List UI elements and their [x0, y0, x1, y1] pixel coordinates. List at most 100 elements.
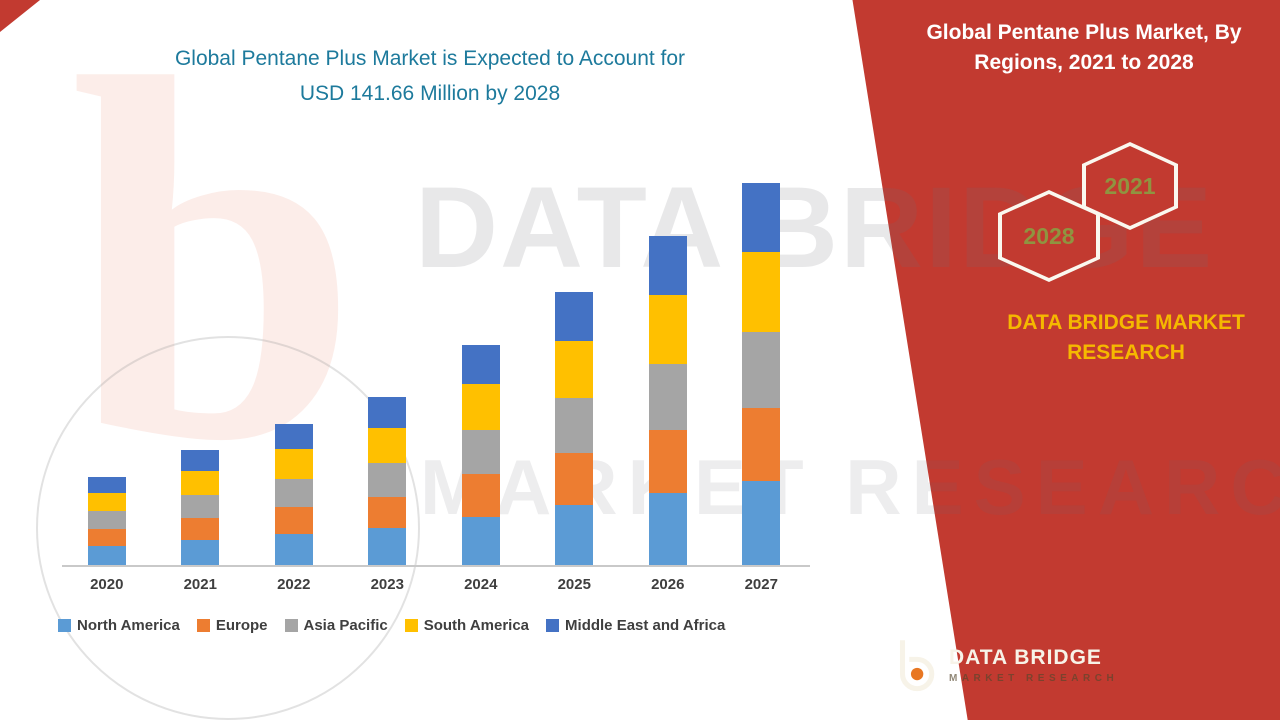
hexagon-2021-label: 2021	[1104, 172, 1156, 199]
bar-segment	[555, 452, 594, 505]
bar-segment	[648, 430, 687, 493]
bar-segment	[181, 450, 220, 471]
hexagon-2021: 2021	[1082, 142, 1178, 230]
legend-swatch	[404, 619, 418, 632]
x-axis-label: 2026	[651, 576, 685, 593]
bar-segment	[274, 449, 313, 479]
bar-segment	[648, 364, 687, 431]
bar-stack-2021	[181, 450, 220, 565]
bar-segment	[274, 507, 313, 534]
bar-segment	[181, 517, 220, 540]
bar-segment	[742, 331, 781, 409]
bar-segment	[368, 528, 407, 565]
bar-segment	[87, 492, 126, 512]
legend-swatch	[196, 619, 210, 632]
bar-segment	[648, 235, 687, 296]
page-title: Global Pentane Plus Market is Expected t…	[60, 42, 800, 111]
bar-segment	[87, 528, 126, 546]
x-axis-label: 2023	[370, 576, 404, 593]
legend-swatch	[546, 619, 560, 632]
bar-segment	[648, 492, 687, 565]
bar-segment	[461, 430, 500, 475]
bar-stack-2025	[555, 291, 594, 565]
bar-column	[154, 170, 248, 565]
page-title-line1: Global Pentane Plus Market is Expected t…	[174, 47, 686, 70]
bars-row	[60, 170, 808, 565]
data-bridge-logo-icon	[899, 640, 935, 692]
bar-stack-2022	[274, 423, 313, 565]
x-axis-labels: 2020 2021 2022 2023 2024 2025 2026 2027	[60, 576, 808, 593]
bar-column	[341, 170, 435, 565]
legend-swatch	[58, 619, 71, 632]
bar-segment	[648, 295, 687, 365]
bar-stack-2023	[368, 397, 407, 565]
bar-column	[621, 170, 715, 565]
bar-segment	[461, 383, 500, 431]
x-axis-label: 2024	[464, 576, 498, 593]
bar-segment	[461, 474, 500, 517]
right-panel-heading-line1: Global Pentane Plus Market, By	[926, 21, 1242, 44]
legend-label: South America	[423, 617, 530, 634]
bar-segment	[87, 545, 126, 565]
bar-segment	[742, 408, 781, 481]
bar-column	[528, 170, 622, 565]
x-axis-label: 2022	[277, 576, 311, 593]
bar-segment	[274, 478, 313, 508]
bar-column	[715, 170, 809, 565]
bar-stack-2027	[742, 182, 781, 565]
bar-segment	[87, 476, 126, 493]
x-axis-label: 2020	[90, 576, 124, 593]
bar-segment	[461, 516, 500, 565]
right-panel-heading-line2: Regions, 2021 to 2028	[974, 51, 1194, 75]
bar-segment	[742, 480, 781, 565]
legend-item: Europe	[196, 617, 268, 634]
bar-segment	[274, 423, 313, 450]
legend-label: Asia Pacific	[303, 617, 388, 634]
footer-logo-tagline: MARKET RESEARCH	[949, 673, 1119, 684]
legend-label: Middle East and Africa	[565, 617, 726, 634]
legend-label: Europe	[215, 617, 268, 634]
bar-stack-2020	[87, 476, 126, 565]
footer-logo: DATA BRIDGE MARKET RESEARCH	[893, 638, 1118, 692]
x-axis-line	[62, 565, 810, 567]
legend-item: North America	[58, 617, 180, 634]
bar-segment	[555, 398, 594, 453]
bar-segment	[181, 470, 220, 496]
bar-column	[60, 170, 154, 565]
brand-text: DATA BRIDGE MARKET RESEARCH	[1007, 311, 1245, 365]
footer-logo-brand: DATA BRIDGE	[949, 646, 1102, 669]
bar-segment	[461, 344, 500, 384]
bar-segment	[87, 511, 126, 529]
bar-segment	[368, 496, 407, 529]
x-axis-label: 2025	[557, 576, 591, 593]
background-circle-decoration	[36, 336, 420, 720]
bar-segment	[274, 533, 313, 565]
legend-label: North America	[77, 617, 180, 634]
bar-segment	[368, 462, 407, 497]
bar-segment	[368, 397, 407, 428]
bar-column	[247, 170, 341, 565]
bar-stack-2024	[461, 344, 500, 565]
bar-segment	[742, 251, 781, 332]
bar-segment	[742, 182, 781, 252]
bar-stack-2026	[648, 235, 687, 565]
bar-column	[434, 170, 528, 565]
legend-item: South America	[404, 617, 530, 634]
bar-segment	[555, 340, 594, 399]
corner-accent-triangle	[0, 0, 40, 32]
legend-item: Middle East and Africa	[546, 617, 725, 634]
x-axis-label: 2021	[183, 576, 217, 593]
hexagon-2028-label: 2028	[1023, 222, 1075, 249]
hexagon-2028-inner: 2028	[1002, 194, 1096, 278]
hexagon-2021-inner: 2021	[1086, 146, 1174, 226]
legend-swatch	[284, 619, 298, 632]
bar-segment	[555, 291, 594, 341]
bar-segment	[368, 427, 407, 463]
footer-logo-text: DATA BRIDGE MARKET RESEARCH	[949, 646, 1118, 684]
bar-segment	[181, 539, 220, 565]
x-axis-label: 2027	[744, 576, 778, 593]
legend: North America Europe Asia Pacific South Ame…	[58, 617, 838, 634]
right-panel-heading: Global Pentane Plus Market, By Regions, …	[900, 18, 1268, 79]
legend-item: Asia Pacific	[284, 617, 388, 634]
